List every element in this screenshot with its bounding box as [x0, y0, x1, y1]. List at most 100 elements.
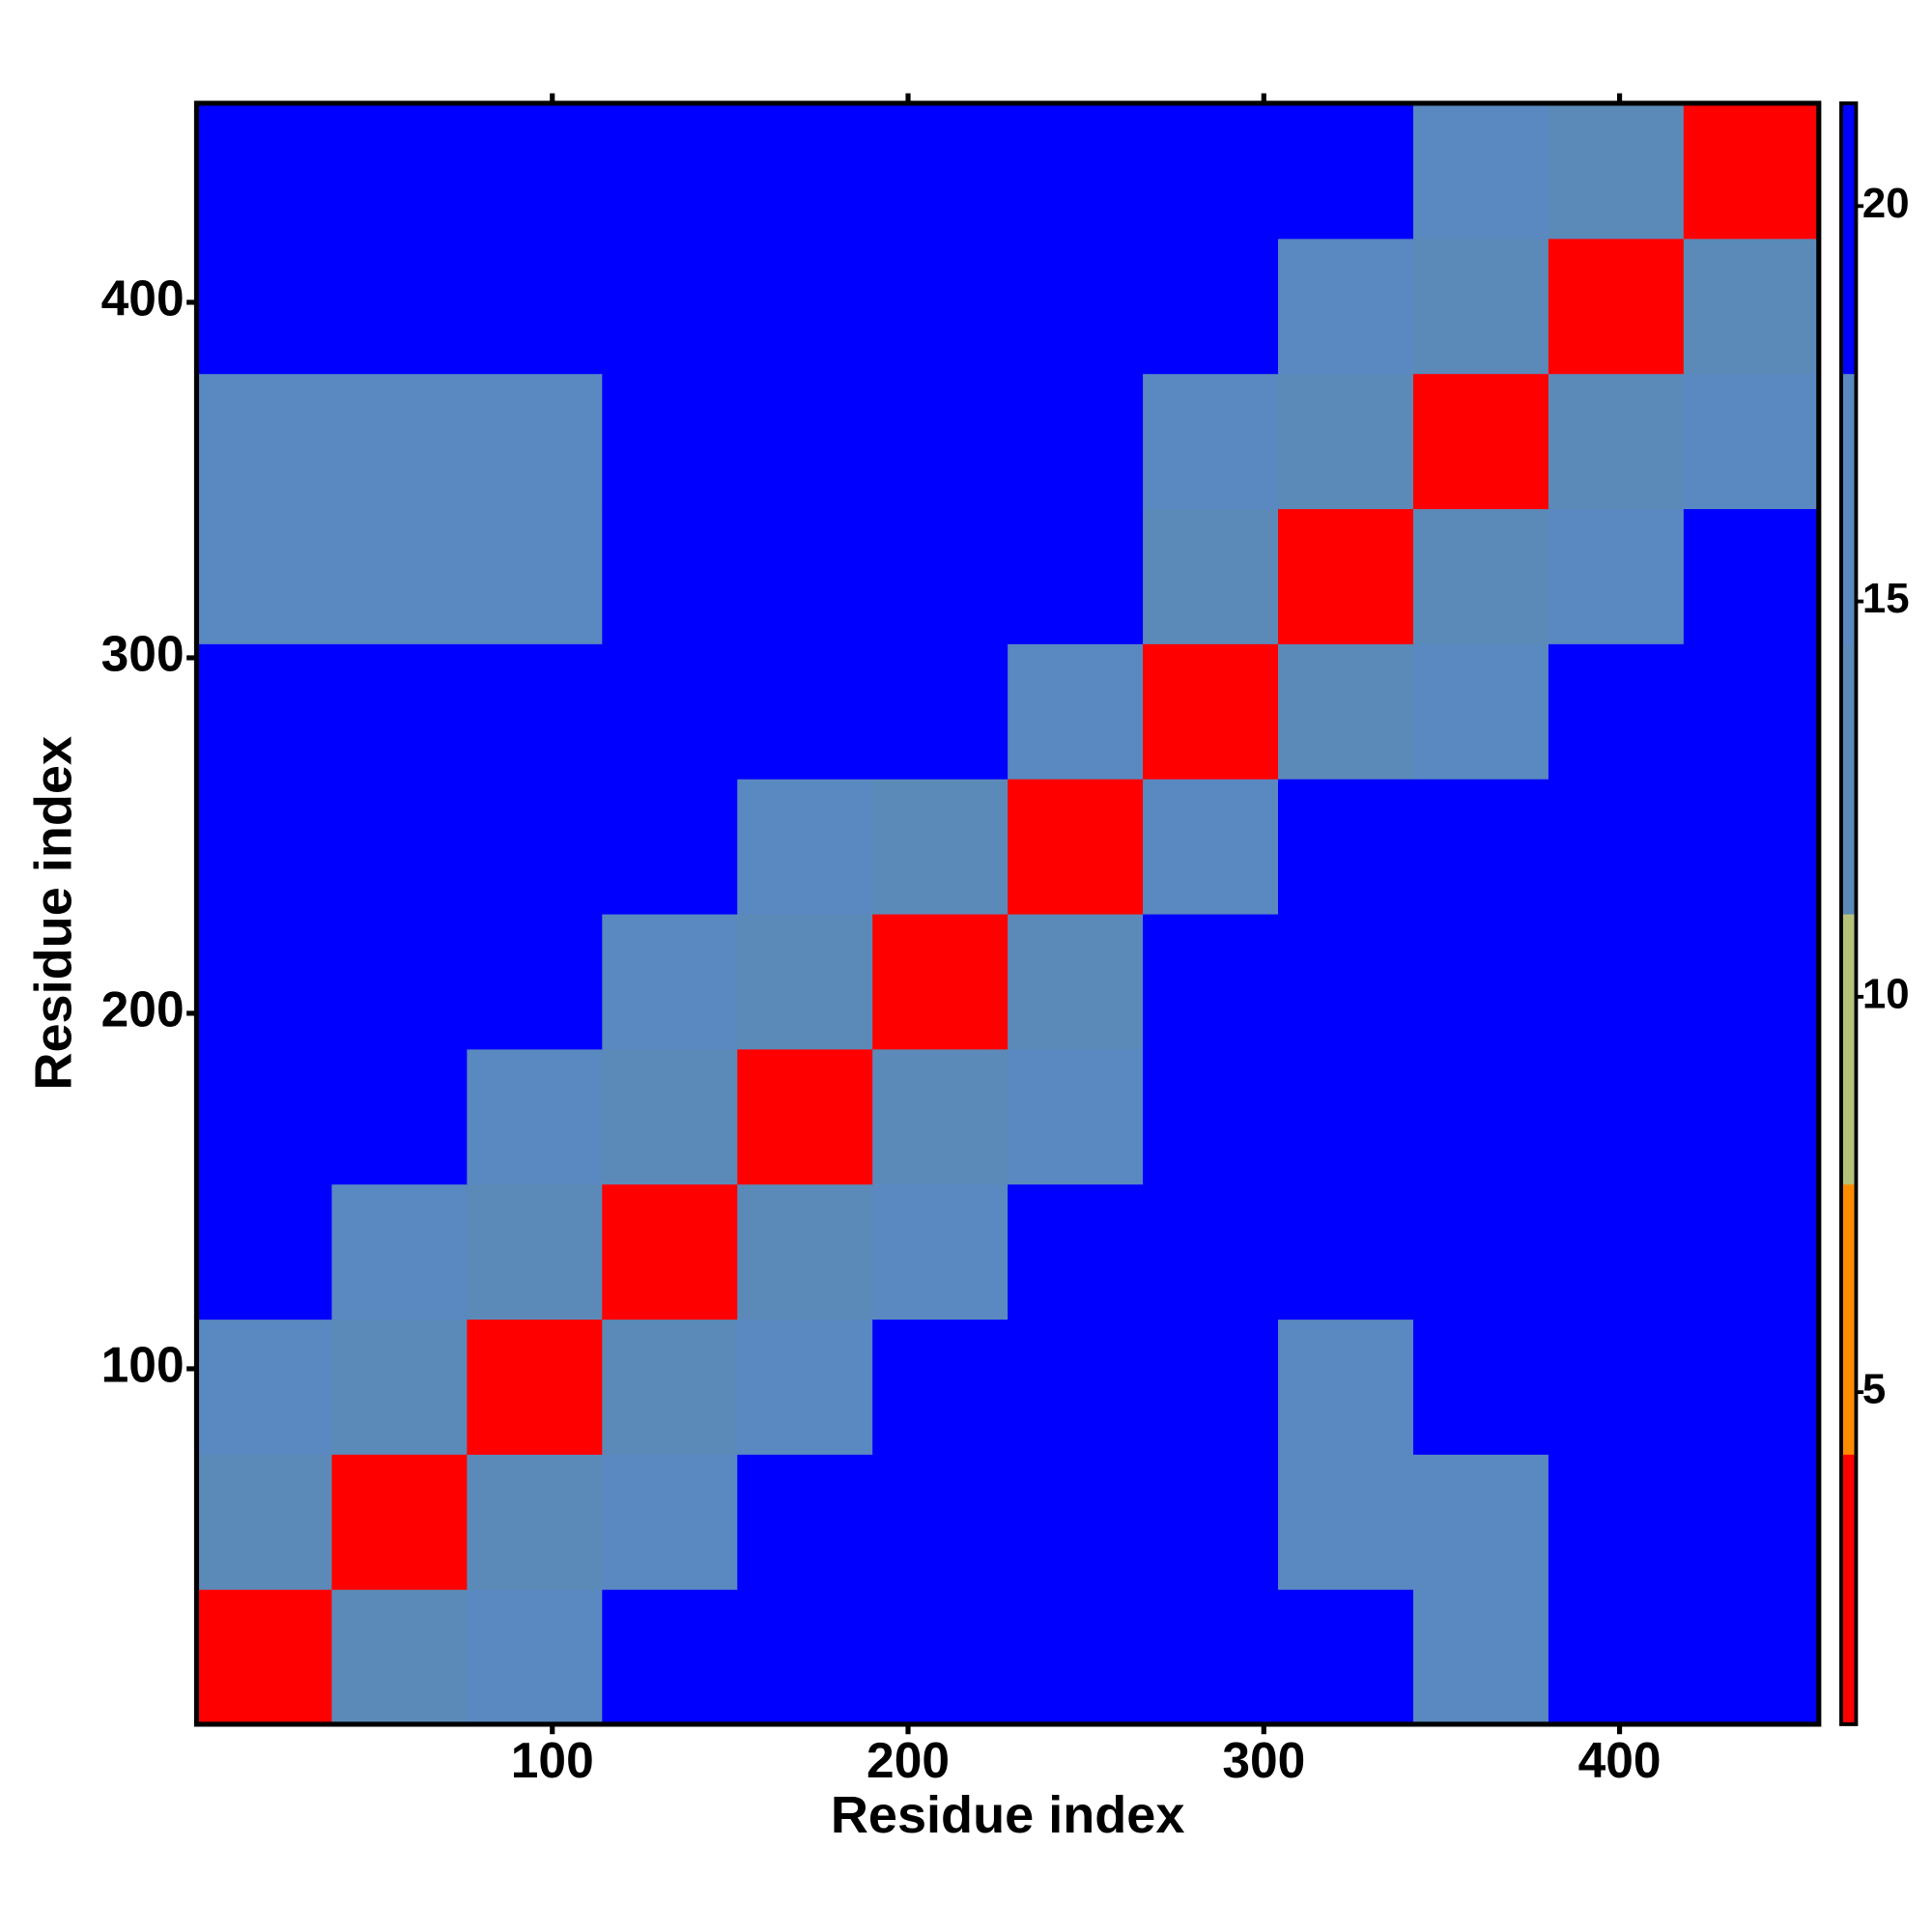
colorbar-tick-label: 10 [1862, 970, 1910, 1017]
heatmap-cell [602, 1183, 738, 1321]
heatmap-cell [602, 913, 738, 1050]
heatmap-cell [1278, 1183, 1414, 1321]
heatmap-cell [1008, 779, 1144, 915]
heatmap-cell [331, 102, 469, 240]
heatmap-cell [1548, 913, 1685, 1050]
heatmap-cell [1412, 913, 1549, 1050]
heatmap-cell [467, 1589, 603, 1725]
y-tick-label: 400 [101, 270, 185, 327]
heatmap-cell [196, 1319, 333, 1455]
y-axis-title: Residue index [25, 736, 83, 1091]
heatmap-cell [1412, 643, 1549, 780]
heatmap [196, 102, 1820, 1725]
heatmap-cell [602, 1454, 738, 1590]
heatmap-cell [872, 508, 1009, 644]
heatmap-cell [1548, 373, 1685, 510]
heatmap-cell [1008, 508, 1144, 644]
heatmap-cell [196, 1454, 333, 1590]
heatmap-cell [1412, 508, 1549, 644]
x-tick-label: 200 [867, 1732, 950, 1788]
heatmap-cell [872, 1183, 1009, 1321]
heatmap-cell [1278, 1589, 1414, 1725]
heatmap-cell [1683, 373, 1820, 510]
heatmap-cell [737, 1454, 873, 1590]
heatmap-cell [1548, 102, 1685, 240]
heatmap-cell [1683, 508, 1820, 644]
heatmap-cell [1008, 1319, 1144, 1455]
heatmap-cell [196, 779, 333, 915]
heatmap-cell [1008, 1589, 1144, 1725]
heatmap-cell [737, 102, 873, 240]
heatmap-cell [872, 643, 1009, 780]
heatmap-cell [331, 238, 469, 375]
heatmap-cell [1683, 1048, 1820, 1185]
heatmap-cell [196, 508, 333, 644]
heatmap-cell [1008, 643, 1144, 780]
heatmap-cell [331, 1589, 469, 1725]
heatmap-cell [737, 238, 873, 375]
colorbar-frame [1839, 100, 1859, 1726]
heatmap-cell [602, 373, 738, 510]
heatmap-cell [331, 1454, 469, 1590]
heatmap-cell [1683, 913, 1820, 1050]
heatmap-cell [467, 643, 603, 780]
heatmap-cell [1278, 643, 1414, 780]
heatmap-cell [196, 373, 333, 510]
heatmap-cell [872, 779, 1009, 915]
colorbar-segment [1840, 913, 1857, 1185]
heatmap-cell [602, 779, 738, 915]
heatmap-cell [872, 102, 1009, 240]
heatmap-cell [1008, 373, 1144, 510]
heatmap-cell [331, 913, 469, 1050]
heatmap-cell [737, 1183, 873, 1321]
heatmap-cell [737, 913, 873, 1050]
heatmap-cell [467, 102, 603, 240]
heatmap-cell [1143, 1589, 1279, 1725]
y-tick-label: 100 [101, 1337, 185, 1393]
heatmap-cell [872, 1319, 1009, 1455]
x-axis-title: Residue index [831, 1786, 1185, 1844]
plot-frame [193, 100, 1822, 1727]
heatmap-cell [1548, 1589, 1685, 1725]
y-tick-label: 300 [101, 626, 185, 682]
heatmap-cell [467, 913, 603, 1050]
heatmap-cell [1412, 102, 1549, 240]
heatmap-cell [1143, 508, 1279, 644]
heatmap-cell [1143, 1319, 1279, 1455]
heatmap-cell [737, 779, 873, 915]
heatmap-cell [872, 1048, 1009, 1185]
heatmap-cell [1008, 238, 1144, 375]
heatmap-cell [737, 1589, 873, 1725]
heatmap-cell [331, 1048, 469, 1185]
heatmap-cell [1412, 1589, 1549, 1725]
heatmap-cell [1008, 1183, 1144, 1321]
heatmap-cell [1278, 913, 1414, 1050]
heatmap-cell [1683, 779, 1820, 915]
heatmap-cell [1143, 779, 1279, 915]
heatmap-cell [467, 508, 603, 644]
heatmap-cell [602, 102, 738, 240]
heatmap-cell [196, 643, 333, 780]
heatmap-cell [1008, 1454, 1144, 1590]
heatmap-cell [1412, 1319, 1549, 1455]
heatmap-cell [196, 1589, 333, 1725]
heatmap-cell [1278, 238, 1414, 375]
y-tick-label: 200 [101, 981, 185, 1037]
heatmap-cell [1143, 1048, 1279, 1185]
heatmap-cell [737, 1048, 873, 1185]
heatmap-cell [1278, 508, 1414, 644]
heatmap-cell [1548, 238, 1685, 375]
heatmap-cell [1143, 643, 1279, 780]
heatmap-cell [1143, 913, 1279, 1050]
heatmap-cell [1278, 779, 1414, 915]
heatmap-cell [1548, 1319, 1685, 1455]
heatmap-cell [196, 1183, 333, 1321]
heatmap-cell [1548, 1048, 1685, 1185]
heatmap-cell [1412, 373, 1549, 510]
heatmap-cell [331, 779, 469, 915]
heatmap-cell [1412, 1454, 1549, 1590]
heatmap-cell [1683, 238, 1820, 375]
heatmap-cell [737, 1319, 873, 1455]
